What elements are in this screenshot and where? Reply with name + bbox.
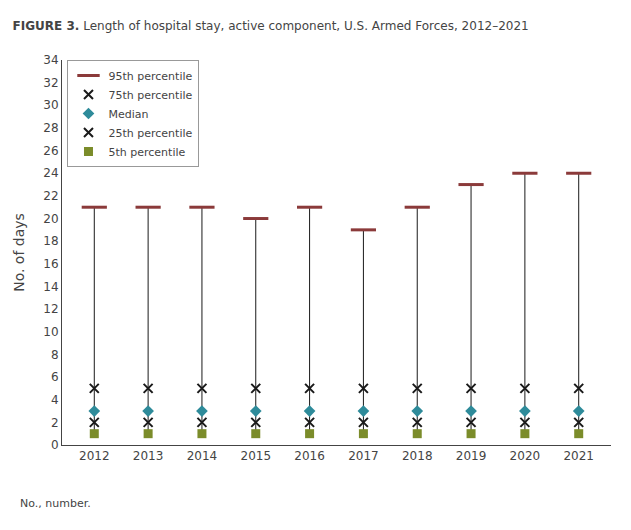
svg-text:2016: 2016 — [294, 449, 325, 463]
svg-text:12: 12 — [43, 302, 58, 316]
svg-text:2021: 2021 — [563, 449, 594, 463]
svg-text:34: 34 — [43, 53, 58, 67]
svg-text:0: 0 — [51, 438, 59, 452]
svg-text:2013: 2013 — [133, 449, 164, 463]
svg-text:20: 20 — [43, 212, 58, 226]
svg-text:95th percentile: 95th percentile — [108, 70, 192, 83]
svg-text:No. of days: No. of days — [11, 213, 27, 292]
svg-text:18: 18 — [43, 234, 58, 248]
svg-text:5th percentile: 5th percentile — [108, 146, 185, 159]
svg-text:6: 6 — [51, 370, 59, 384]
svg-text:2020: 2020 — [510, 449, 541, 463]
svg-text:2018: 2018 — [402, 449, 433, 463]
svg-text:2012: 2012 — [79, 449, 110, 463]
svg-text:2017: 2017 — [348, 449, 379, 463]
svg-text:8: 8 — [51, 348, 59, 362]
svg-text:28: 28 — [43, 121, 58, 135]
svg-text:2: 2 — [51, 416, 59, 430]
svg-text:26: 26 — [43, 144, 58, 158]
svg-text:FIGURE 3. Length of hospital s: FIGURE 3. Length of hospital stay, activ… — [13, 19, 529, 33]
svg-text:22: 22 — [43, 189, 58, 203]
svg-text:2014: 2014 — [187, 449, 218, 463]
svg-text:2019: 2019 — [456, 449, 487, 463]
svg-text:16: 16 — [43, 257, 58, 271]
svg-text:10: 10 — [43, 325, 58, 339]
svg-text:24: 24 — [43, 166, 58, 180]
svg-text:4: 4 — [51, 393, 59, 407]
svg-text:32: 32 — [43, 76, 58, 90]
svg-text:75th percentile: 75th percentile — [108, 89, 192, 102]
svg-text:2015: 2015 — [240, 449, 271, 463]
svg-text:No., number.: No., number. — [20, 497, 91, 510]
svg-text:25th percentile: 25th percentile — [108, 127, 192, 140]
svg-text:30: 30 — [43, 98, 58, 112]
svg-text:14: 14 — [43, 280, 58, 294]
svg-text:Median: Median — [108, 108, 148, 121]
